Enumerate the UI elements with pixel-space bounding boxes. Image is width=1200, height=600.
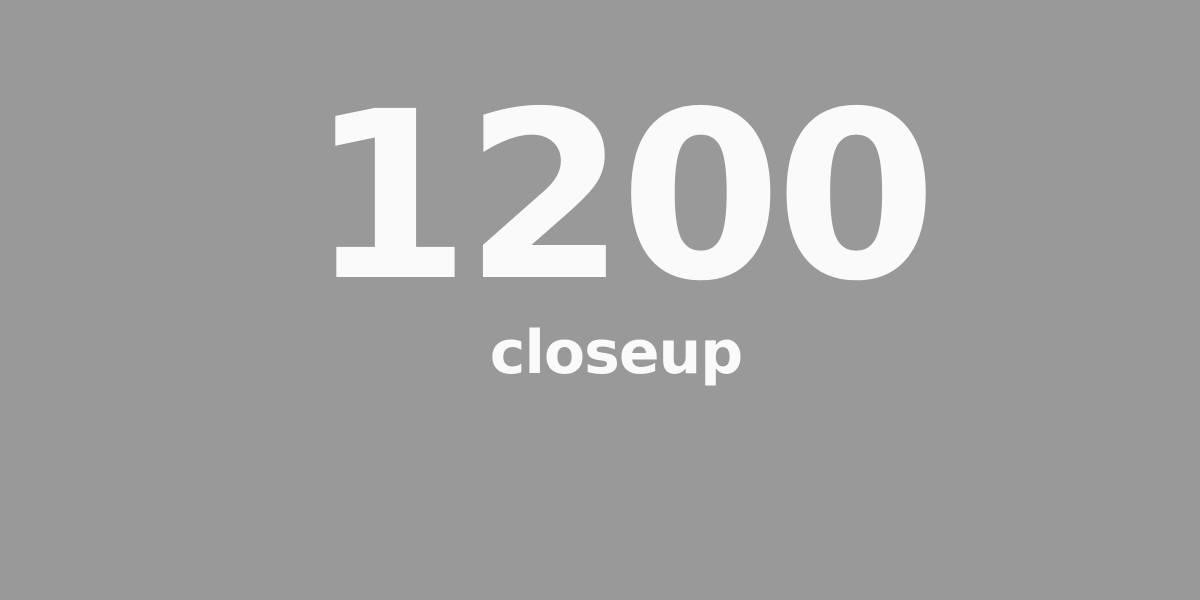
placeholder-number: 1200 <box>309 62 937 332</box>
placeholder-caption: closeup <box>489 318 743 388</box>
